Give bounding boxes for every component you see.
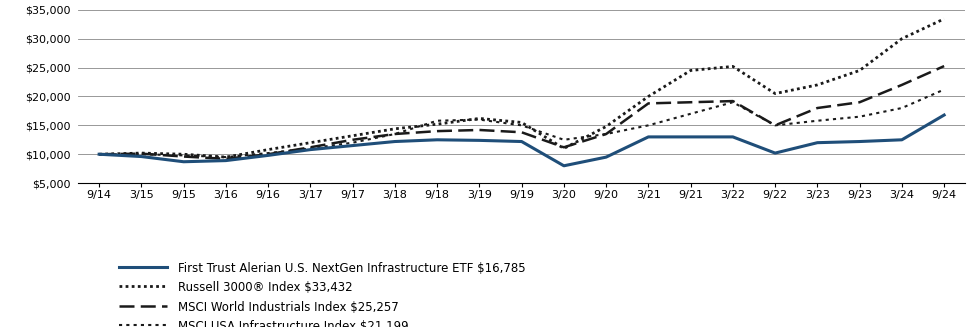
Legend: First Trust Alerian U.S. NextGen Infrastructure ETF $16,785, Russell 3000® Index: First Trust Alerian U.S. NextGen Infrast… bbox=[119, 262, 526, 327]
